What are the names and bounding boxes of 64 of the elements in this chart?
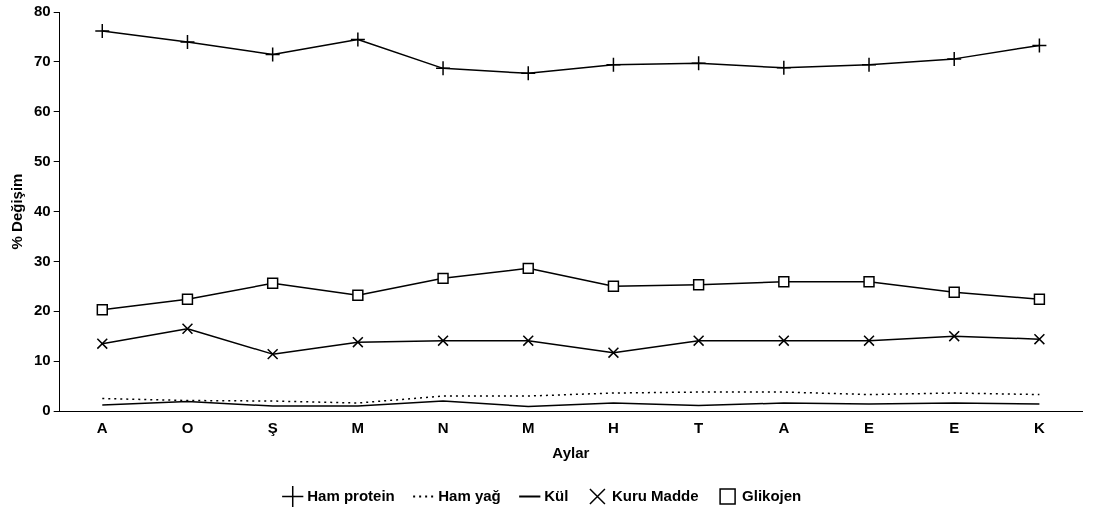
x-tick-label: M (522, 419, 535, 437)
point (1031, 37, 1048, 54)
line-series (101, 391, 1041, 404)
point (863, 276, 875, 288)
point (1033, 333, 1046, 345)
x-tick-label: N (437, 419, 449, 437)
y-tick-label: 70 (34, 52, 51, 70)
legend-label: Glikojen (742, 486, 802, 504)
point (264, 46, 281, 63)
point (520, 65, 536, 82)
point (181, 323, 194, 335)
point (607, 346, 620, 359)
point (266, 348, 279, 360)
point (522, 262, 534, 275)
point (96, 337, 108, 350)
point (1033, 293, 1046, 305)
y-tick-label: 20 (34, 301, 51, 319)
y-tick-label: 30 (34, 251, 51, 269)
y-tick-label: 10 (34, 351, 51, 369)
legend-label: Ham yağ (438, 486, 501, 504)
point (179, 34, 196, 50)
point (437, 272, 449, 285)
y-tick-label: 40 (34, 201, 51, 219)
point (778, 334, 790, 347)
y-tick-label: 0 (42, 401, 51, 419)
x-tick-label: H (608, 419, 619, 437)
point (352, 336, 364, 348)
point (435, 60, 451, 77)
point (605, 57, 622, 73)
point (181, 293, 194, 305)
point (863, 334, 875, 347)
y-tick-label: 80 (34, 2, 51, 20)
point (778, 276, 790, 288)
x-tick-label: K (1033, 419, 1045, 437)
x-tick-label: A (778, 419, 790, 437)
point (96, 304, 108, 316)
y-axis-title: % Değişim (8, 173, 26, 250)
point (692, 279, 705, 291)
y-tick-label: 60 (34, 101, 51, 119)
point (692, 334, 705, 347)
x-axis-title: Aylar (552, 444, 590, 462)
x-tick-label: Ş (267, 419, 278, 437)
x-tick-label: E (864, 419, 875, 437)
x-tick-label: E (949, 419, 960, 437)
point (861, 57, 877, 73)
point (94, 23, 111, 39)
point (266, 277, 279, 290)
x-tick-label: T (694, 419, 704, 437)
point (948, 286, 960, 298)
point (948, 330, 960, 342)
point (352, 289, 364, 301)
legend-label: Ham protein (307, 486, 395, 504)
point (350, 31, 366, 48)
x-tick-label: M (351, 419, 365, 437)
y-tick-label: 50 (34, 151, 51, 169)
point (437, 334, 449, 347)
point (607, 280, 620, 293)
point (690, 55, 707, 72)
point (946, 51, 962, 67)
x-tick-label: O (181, 419, 194, 437)
point (522, 334, 534, 347)
legend-label: Kuru Madde (611, 486, 699, 504)
x-tick-label: A (96, 419, 108, 437)
legend-label: Kül (544, 486, 569, 504)
